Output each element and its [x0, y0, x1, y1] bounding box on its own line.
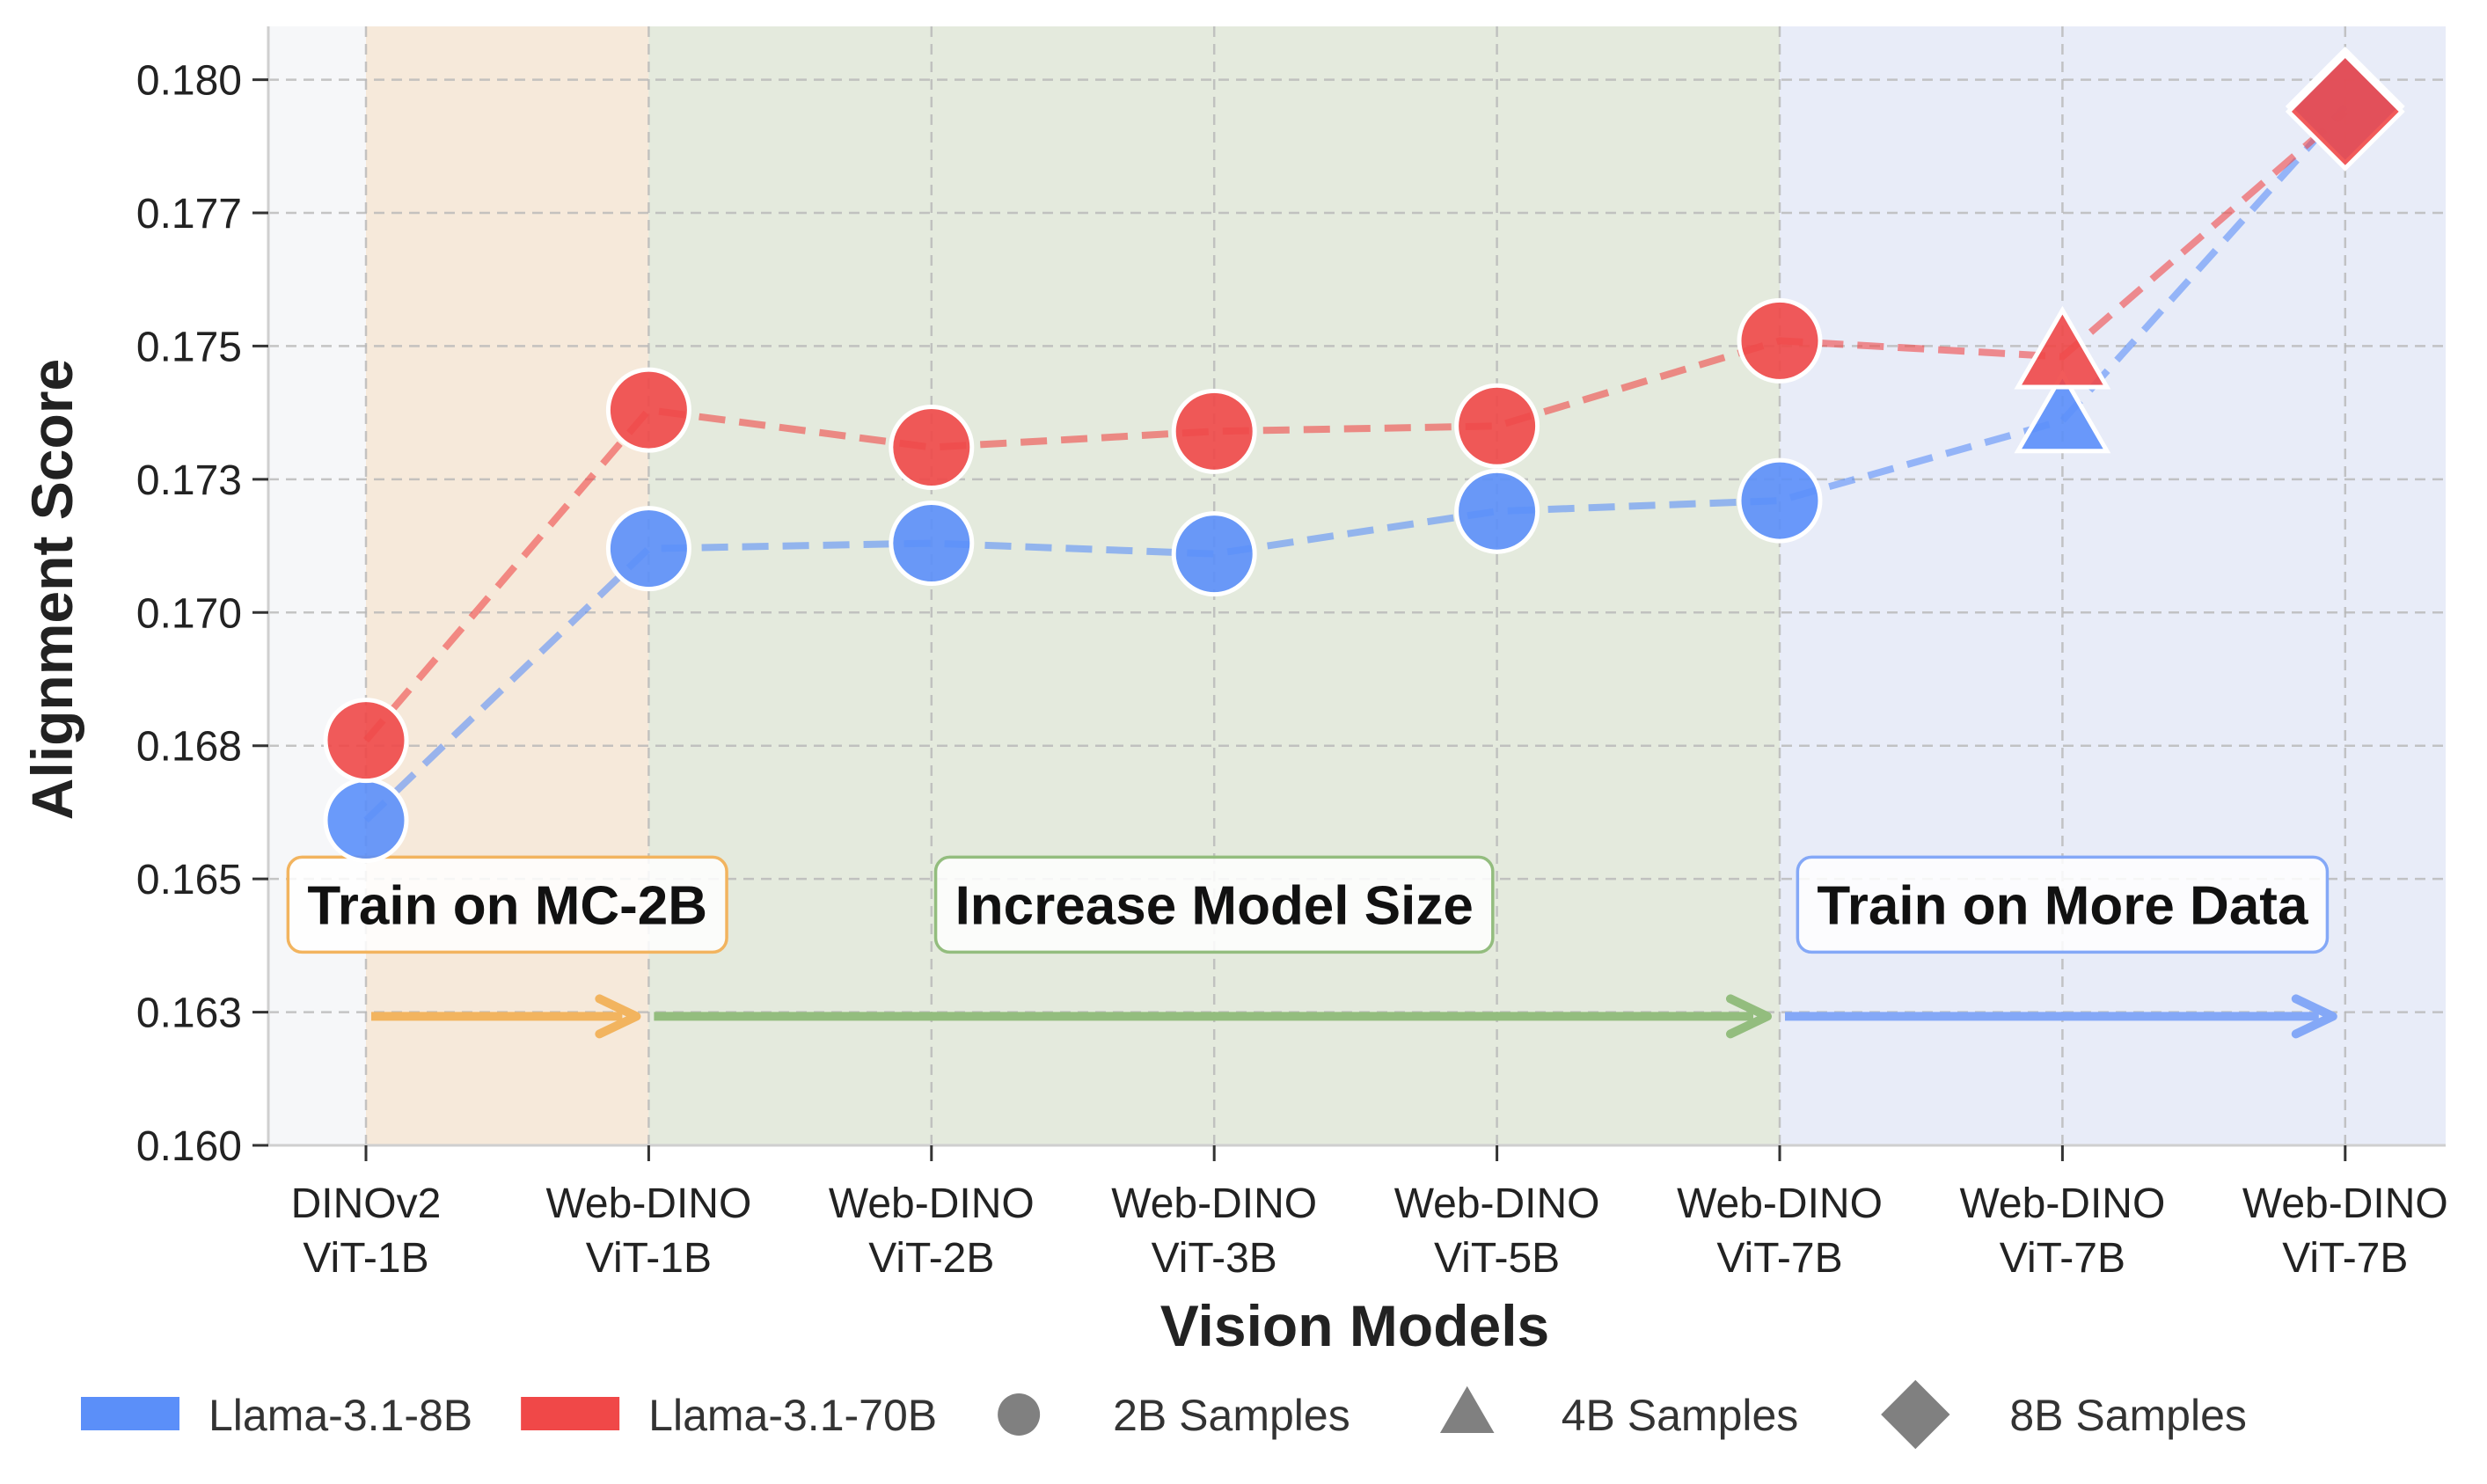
- data-point-marker: [323, 698, 409, 784]
- x-tick-label-line2: ViT-3B: [1152, 1235, 1277, 1282]
- y-tick-label: 0.165: [136, 857, 242, 903]
- x-tick-label: Web-DINO ViT-5B: [1394, 1181, 1600, 1282]
- x-tick-label: Web-DINO ViT-7B: [1677, 1181, 1883, 1282]
- y-tick-label: 0.177: [136, 191, 242, 238]
- legend-marker-icon: [1881, 1379, 1950, 1450]
- x-tick-label-line2: ViT-2B: [868, 1235, 994, 1282]
- data-point-marker: [605, 367, 691, 453]
- x-axis-title: Vision Models: [1160, 1293, 1550, 1358]
- legend-label: Llama-3.1-70B: [648, 1391, 937, 1440]
- legend-label: 4B Samples: [1562, 1391, 1799, 1440]
- legend-item: Llama-3.1-8B: [81, 1391, 472, 1440]
- data-point-marker: [1171, 388, 1257, 474]
- legend-marker-icon: [1439, 1385, 1495, 1433]
- y-tick-label: 0.180: [136, 58, 242, 105]
- legend-item: 8B Samples: [1881, 1379, 2247, 1450]
- x-tick-label-line1: Web-DINO: [2242, 1181, 2448, 1227]
- x-tick-label-line1: Web-DINO: [1111, 1181, 1317, 1227]
- y-tick-label: 0.163: [136, 991, 242, 1037]
- phase-label-box: [933, 855, 1495, 954]
- legend-label: Llama-3.1-8B: [208, 1391, 472, 1440]
- legend-marker-icon: [998, 1393, 1041, 1436]
- phase-arrow-head: [2291, 994, 2337, 1039]
- legend-item: 4B Samples: [1439, 1385, 1799, 1440]
- x-tick-label-line1: DINOv2: [291, 1181, 442, 1227]
- y-tick-label: 0.173: [136, 457, 242, 504]
- y-axis-title: Alignment Score: [19, 359, 84, 820]
- data-point-marker: [889, 501, 975, 587]
- legend-label: 8B Samples: [2009, 1391, 2247, 1440]
- x-tick-label: Web-DINO ViT-1B: [545, 1181, 751, 1282]
- phase-label-box: [286, 855, 728, 954]
- phase-label-box: [1796, 855, 2330, 954]
- x-tick-label-line1: Web-DINO: [1394, 1181, 1600, 1227]
- tick-label-layer: 0.160 0.163 0.165 0.168 0.170 0.173 0.175 0.177…: [136, 58, 2448, 1282]
- legend-swatch: [81, 1397, 179, 1430]
- x-tick-label: Web-DINO ViT-7B: [1959, 1181, 2165, 1282]
- data-point-marker: [1454, 383, 1540, 469]
- data-point-marker: [605, 506, 691, 592]
- series-marker-layer: [323, 46, 2405, 864]
- x-tick-label: Web-DINO ViT-2B: [829, 1181, 1035, 1282]
- x-tick-label-line1: Web-DINO: [829, 1181, 1035, 1227]
- x-tick-label: DINOv2 ViT-1B: [291, 1181, 442, 1282]
- y-tick-label: 0.175: [136, 324, 242, 370]
- x-tick-label-line2: ViT-7B: [2282, 1235, 2408, 1282]
- phase-arrow-head: [1726, 994, 1772, 1039]
- series-line: [362, 108, 2348, 743]
- legend-item: Llama-3.1-70B: [521, 1391, 937, 1440]
- data-point-marker: [1737, 297, 1823, 384]
- x-tick-label-line2: ViT-7B: [1716, 1235, 1842, 1282]
- x-tick-label: Web-DINO ViT-3B: [1111, 1181, 1317, 1282]
- legend-swatch: [521, 1397, 620, 1430]
- y-tick-label: 0.160: [136, 1123, 242, 1170]
- phase-label: Increase Model Size: [955, 875, 1474, 936]
- data-point-marker: [2285, 51, 2405, 172]
- x-tick-label-line2: ViT-7B: [2000, 1235, 2125, 1282]
- data-point-marker: [323, 778, 409, 864]
- legend-label: 2B Samples: [1113, 1391, 1350, 1440]
- data-point-marker: [1737, 457, 1823, 544]
- phase-annotation-layer: Train on MC-2B Increase Model Size Train o…: [286, 855, 2337, 1039]
- legend-item: 2B Samples: [998, 1391, 1350, 1440]
- series-line: [363, 104, 2348, 823]
- x-tick-label-line2: ViT-1B: [303, 1235, 428, 1282]
- x-tick-label-line1: Web-DINO: [545, 1181, 751, 1227]
- x-tick-label-line2: ViT-1B: [586, 1235, 712, 1282]
- data-point-marker: [2014, 369, 2111, 454]
- y-tick-label: 0.170: [136, 590, 242, 637]
- x-tick-label-line1: Web-DINO: [1677, 1181, 1883, 1227]
- x-tick-label-line2: ViT-5B: [1434, 1235, 1560, 1282]
- data-point-marker: [1454, 468, 1540, 554]
- x-tick-label: Web-DINO ViT-7B: [2242, 1181, 2448, 1282]
- data-point-marker: [889, 405, 975, 491]
- legend: Llama-3.1-8B Llama-3.1-70B 2B Samples 4B Sa…: [81, 1379, 2247, 1450]
- y-tick-label: 0.168: [136, 724, 242, 771]
- phase-label: Train on More Data: [1817, 875, 2308, 936]
- phase-label: Train on MC-2B: [307, 875, 707, 936]
- data-point-marker: [2014, 305, 2111, 390]
- plot-background-layer: [268, 26, 2446, 1145]
- phase-arrow-head: [595, 994, 641, 1039]
- series-line-layer: [362, 104, 2348, 823]
- x-tick-label-line1: Web-DINO: [1959, 1181, 2165, 1227]
- data-point-marker: [1171, 511, 1257, 597]
